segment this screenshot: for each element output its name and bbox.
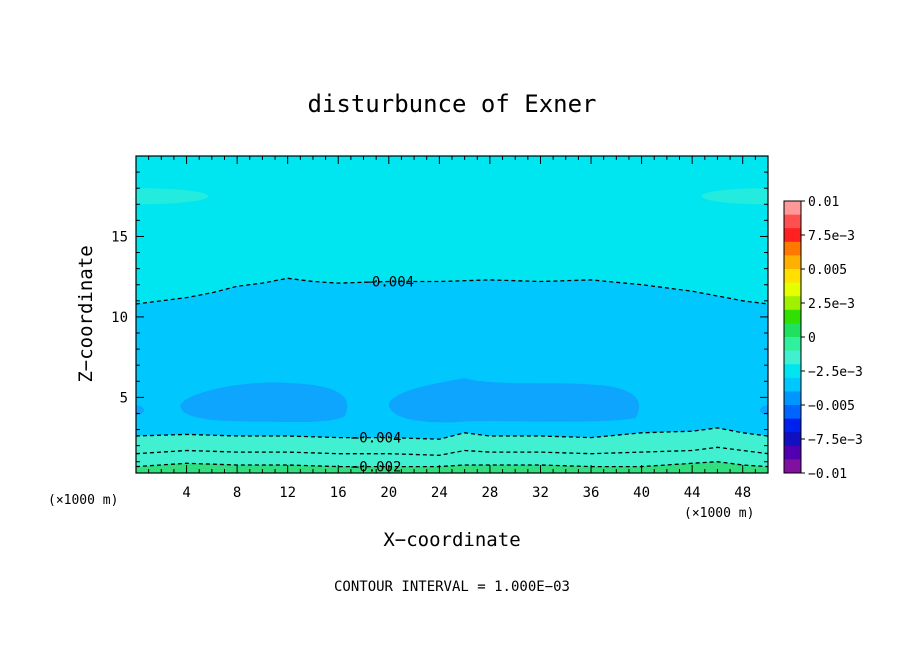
x-tick-label: 36	[583, 485, 600, 501]
colorbar: 0.01 7.5e−3 0.005 2.5e−3 0 −2.5e−3 −0.005 −7.5e…	[783, 195, 863, 482]
x-tick-label: 16	[330, 485, 347, 501]
contour-label-1: −0.004	[351, 431, 402, 447]
fill-blob-right	[388, 378, 640, 423]
colorbar-swatch	[784, 377, 801, 392]
x-unit-label: (×1000 m)	[684, 506, 754, 521]
contour-line-2	[136, 446, 768, 456]
colorbar-swatch	[784, 269, 801, 283]
fill-highlight-right	[701, 188, 768, 205]
y-tick-label: 15	[111, 229, 128, 245]
y-axis-label: Z−coordinate	[75, 245, 97, 382]
colorbar-label: 0.005	[808, 263, 847, 278]
plot-area: −0.004−0.004−0.002 4 8 12 16 20 24 28 32 36 40 44 4…	[111, 155, 769, 501]
colorbar-swatch	[784, 241, 801, 256]
colorbar-swatch	[784, 337, 801, 351]
fill-near-ground	[136, 427, 768, 473]
y-tick-label: 5	[120, 390, 128, 406]
y-unit-label: (×1000 m)	[48, 493, 118, 508]
colorbar-label: 0.01	[808, 195, 839, 210]
colorbar-swatch	[784, 309, 801, 324]
x-axis-label: X−coordinate	[383, 529, 520, 551]
contour-interval-note: CONTOUR INTERVAL = 1.000E−03	[334, 579, 570, 595]
colorbar-label: 7.5e−3	[808, 229, 855, 244]
x-tick-label: 8	[233, 485, 241, 501]
colorbar-swatch	[784, 282, 801, 297]
colorbar-label: −2.5e−3	[808, 365, 863, 380]
x-tick-label: 20	[380, 485, 397, 501]
x-tick-label: 12	[279, 485, 296, 501]
y-tick-label: 10	[111, 310, 128, 326]
colorbar-label: −7.5e−3	[808, 433, 863, 448]
colorbar-swatch	[784, 445, 801, 460]
colorbar-label: −0.005	[808, 399, 855, 414]
fill-blob-edge-right	[760, 405, 768, 416]
colorbar-swatch	[784, 323, 801, 338]
fill-highlight-left	[136, 188, 209, 205]
fill-blob-left	[180, 382, 348, 423]
x-tick-label: 40	[633, 485, 650, 501]
colorbar-swatch	[784, 214, 801, 229]
colorbar-swatch	[784, 364, 801, 379]
x-tick-label: 32	[532, 485, 549, 501]
colorbar-swatch	[784, 459, 801, 474]
x-tick-label: 48	[734, 485, 751, 501]
colorbar-swatch	[784, 350, 801, 365]
colorbar-swatch	[784, 296, 801, 311]
contour-line-0	[136, 277, 768, 305]
colorbar-label: −0.01	[808, 467, 847, 482]
colorbar-swatch	[784, 418, 801, 433]
fill-blob-edge-left	[136, 405, 144, 416]
colorbar-swatch	[784, 432, 801, 447]
colorbar-swatch	[784, 228, 801, 243]
colorbar-label: 2.5e−3	[808, 297, 855, 312]
x-tick-label: 28	[481, 485, 498, 501]
contour-line-1	[136, 427, 768, 440]
contour-label-0: −0.004	[364, 275, 415, 291]
x-tick-label: 44	[684, 485, 701, 501]
colorbar-swatch	[784, 391, 801, 406]
fill-ground	[136, 461, 768, 473]
contour-line-3	[136, 461, 768, 468]
colorbar-swatch	[784, 405, 801, 419]
x-tick-label: 24	[431, 485, 448, 501]
x-tick-label: 4	[182, 485, 190, 501]
colorbar-label: 0	[808, 331, 816, 346]
colorbar-swatch	[784, 255, 801, 270]
colorbar-swatch	[784, 201, 801, 215]
chart-title: disturbunce of Exner	[308, 90, 597, 118]
